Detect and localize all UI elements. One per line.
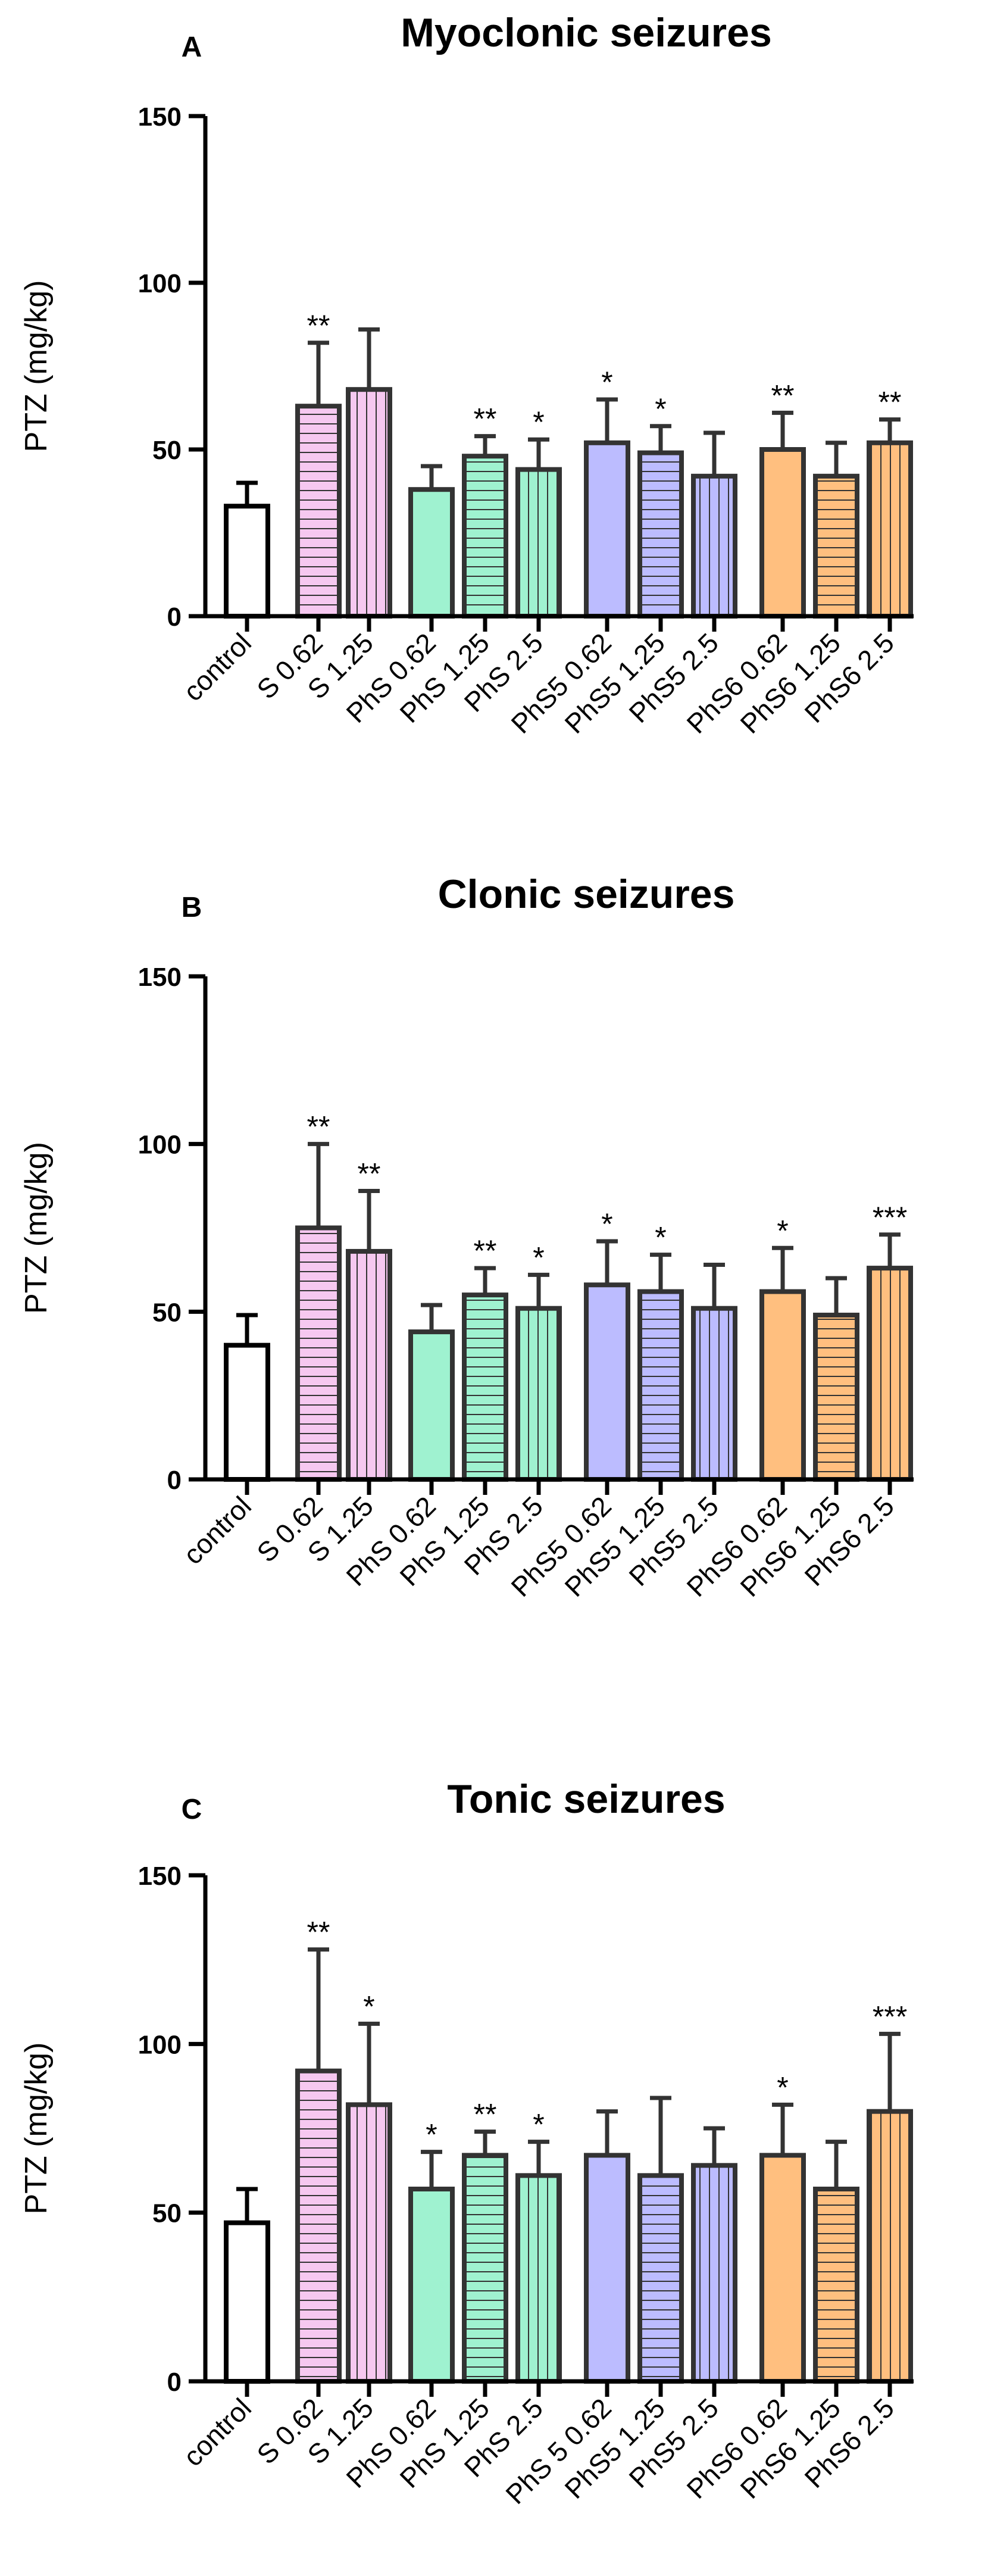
significance-label: ***: [873, 1201, 907, 1234]
significance-label: **: [307, 309, 330, 342]
panel-letter: A: [182, 32, 202, 63]
significance-label: **: [474, 402, 497, 436]
significance-label: **: [474, 1234, 497, 1267]
significance-label: *: [363, 1990, 374, 2023]
significance-label: *: [777, 2071, 788, 2104]
y-tick-label: 150: [138, 1862, 182, 1891]
y-axis-label: PTZ (mg/kg): [19, 1142, 54, 1314]
bar-phs5-1.25: [637, 450, 684, 619]
bar-control: [224, 2220, 270, 2384]
bar-phs5-2.5: [691, 473, 737, 619]
significance-label: **: [307, 1916, 330, 1949]
bar-phs-1.25: [462, 1292, 508, 1482]
bar-control: [224, 1342, 270, 1482]
bar-phs-5-0.62: [584, 2153, 630, 2384]
chart-title: Clonic seizures: [438, 872, 735, 917]
significance-label: *: [655, 1221, 666, 1254]
y-tick-label: 100: [138, 269, 182, 298]
y-axis-label: PTZ (mg/kg): [19, 280, 54, 452]
y-tick-label: 100: [138, 2030, 182, 2059]
bar-phs5-2.5: [691, 1306, 737, 1482]
significance-label: *: [655, 392, 666, 426]
y-axis-label: PTZ (mg/kg): [19, 2043, 54, 2215]
bar-s-1.25: [346, 387, 392, 619]
bar-s-0.62: [295, 1225, 342, 1482]
y-tick-label: 150: [138, 102, 182, 132]
significance-label: *: [533, 1241, 544, 1274]
significance-label: **: [307, 1110, 330, 1144]
y-tick-label: 0: [167, 2368, 182, 2397]
panel-letter: B: [182, 892, 202, 923]
chart-title: Tonic seizures: [447, 1776, 725, 1822]
significance-label: **: [771, 379, 795, 412]
bar-phs6-1.25: [813, 2187, 859, 2384]
bar-phs-2.5: [515, 467, 562, 619]
y-tick-label: 0: [167, 602, 182, 632]
bar-s-0.62: [295, 404, 342, 619]
bar-phs6-2.5: [867, 440, 913, 619]
y-tick-label: 150: [138, 963, 182, 992]
bar-phs-0.62: [408, 487, 455, 619]
bar-phs-2.5: [515, 1306, 562, 1482]
y-tick-label: 50: [152, 1298, 182, 1327]
bar-control: [224, 504, 270, 619]
bar-phs-0.62: [408, 1329, 455, 1482]
significance-label: *: [533, 405, 544, 439]
y-tick-label: 50: [152, 2199, 182, 2228]
bar-phs6-1.25: [813, 1312, 859, 1482]
significance-label: *: [601, 366, 612, 399]
bar-phs6-2.5: [867, 1266, 913, 1482]
chart-title: Myoclonic seizures: [401, 10, 772, 55]
bar-phs6-0.62: [759, 447, 806, 619]
bar-phs6-2.5: [867, 2109, 913, 2384]
y-tick-label: 50: [152, 436, 182, 465]
significance-label: ***: [873, 2000, 907, 2033]
significance-label: *: [533, 2108, 544, 2141]
significance-label: *: [426, 2118, 437, 2152]
bar-phs6-0.62: [759, 2153, 806, 2384]
bar-s-1.25: [346, 2102, 392, 2384]
significance-label: **: [879, 386, 902, 419]
bar-phs-2.5: [515, 2173, 562, 2384]
bar-phs6-1.25: [813, 473, 859, 619]
y-tick-label: 100: [138, 1131, 182, 1160]
bar-phs5-2.5: [691, 2163, 737, 2384]
bar-phs5-0.62: [584, 1282, 630, 1482]
significance-label: *: [777, 1214, 788, 1247]
y-tick-label: 0: [167, 1466, 182, 1495]
bar-phs6-0.62: [759, 1289, 806, 1482]
bar-phs-1.25: [462, 2153, 508, 2384]
bar-phs-0.62: [408, 2187, 455, 2384]
bar-phs-1.25: [462, 454, 508, 619]
significance-label: *: [601, 1207, 612, 1241]
significance-label: **: [358, 1157, 381, 1191]
bar-phs5-1.25: [637, 1289, 684, 1482]
bar-s-0.62: [295, 2068, 342, 2384]
bar-phs5-0.62: [584, 440, 630, 619]
bar-phs5-1.25: [637, 2173, 684, 2384]
significance-label: **: [474, 2098, 497, 2131]
panel-letter: C: [182, 1794, 202, 1825]
bar-s-1.25: [346, 1248, 392, 1482]
